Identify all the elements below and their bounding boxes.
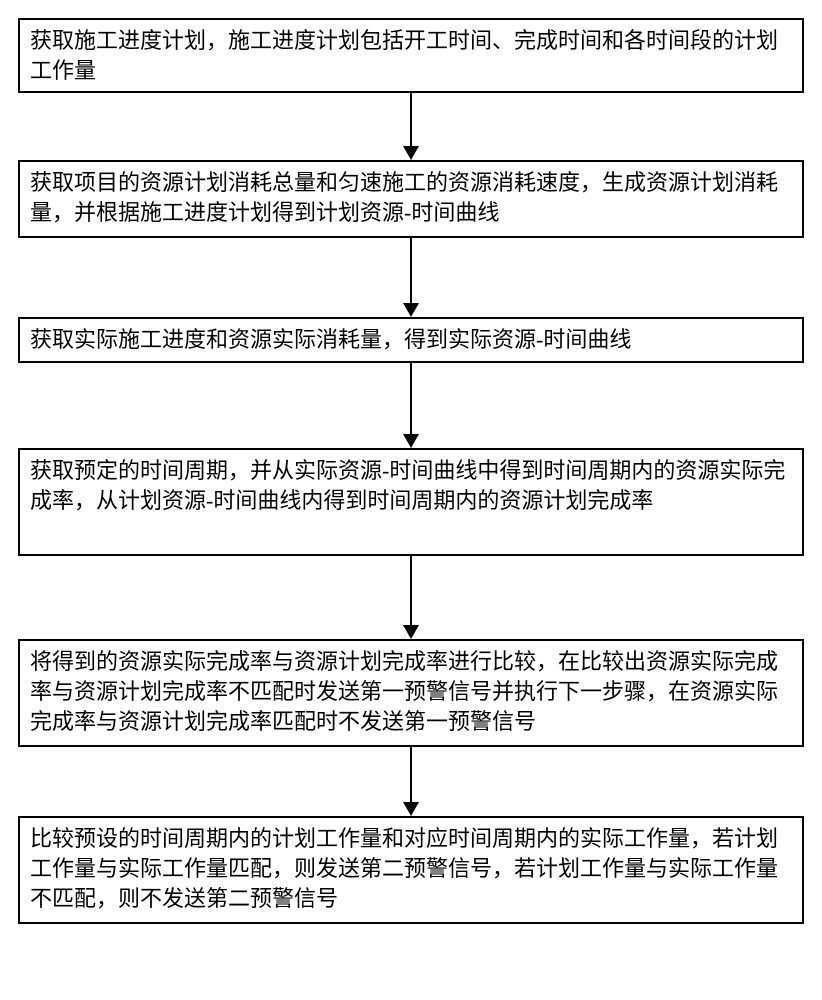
arrow-head-icon <box>403 146 419 160</box>
flow-step-text: 将得到的资源实际完成率与资源计划完成率进行比较，在比较出资源实际完成率与资源计划… <box>30 647 792 736</box>
flowchart-column: 获取施工进度计划，施工进度计划包括开工时间、完成时间和各时间段的计划工作量获取项… <box>18 18 804 924</box>
flow-step-s6: 比较预设的时间周期内的计划工作量和对应时间周期内的实际工作量，若计划工作量与实际… <box>18 816 804 924</box>
flow-step-s2: 获取项目的资源计划消耗总量和匀速施工的资源消耗速度，生成资源计划消耗量，并根据施… <box>18 160 804 238</box>
arrow-shaft <box>410 363 412 435</box>
arrow-head-icon <box>403 625 419 639</box>
flow-step-text: 获取实际施工进度和资源实际消耗量，得到实际资源-时间曲线 <box>30 325 631 355</box>
flow-step-s5: 将得到的资源实际完成率与资源计划完成率进行比较，在比较出资源实际完成率与资源计划… <box>18 639 804 747</box>
arrow-shaft <box>410 747 412 803</box>
flow-step-s1: 获取施工进度计划，施工进度计划包括开工时间、完成时间和各时间段的计划工作量 <box>18 18 804 93</box>
flow-arrow <box>403 556 419 639</box>
arrow-shaft <box>410 238 412 304</box>
flow-step-text: 获取预定的时间周期，并从实际资源-时间曲线中得到时间周期内的资源实际完成率，从计… <box>30 456 792 515</box>
flow-arrow <box>403 93 419 160</box>
flow-step-text: 获取项目的资源计划消耗总量和匀速施工的资源消耗速度，生成资源计划消耗量，并根据施… <box>30 168 792 227</box>
flow-arrow <box>403 747 419 816</box>
arrow-head-icon <box>403 802 419 816</box>
flow-arrow <box>403 238 419 317</box>
arrow-head-icon <box>403 434 419 448</box>
flow-step-s3: 获取实际施工进度和资源实际消耗量，得到实际资源-时间曲线 <box>18 317 804 363</box>
flow-step-text: 比较预设的时间周期内的计划工作量和对应时间周期内的实际工作量，若计划工作量与实际… <box>30 824 792 913</box>
flow-step-s4: 获取预定的时间周期，并从实际资源-时间曲线中得到时间周期内的资源实际完成率，从计… <box>18 448 804 556</box>
flowchart-canvas: 获取施工进度计划，施工进度计划包括开工时间、完成时间和各时间段的计划工作量获取项… <box>0 0 822 1000</box>
arrow-shaft <box>410 93 412 147</box>
flow-arrow <box>403 363 419 448</box>
flow-step-text: 获取施工进度计划，施工进度计划包括开工时间、完成时间和各时间段的计划工作量 <box>30 26 792 85</box>
arrow-head-icon <box>403 303 419 317</box>
arrow-shaft <box>410 556 412 626</box>
